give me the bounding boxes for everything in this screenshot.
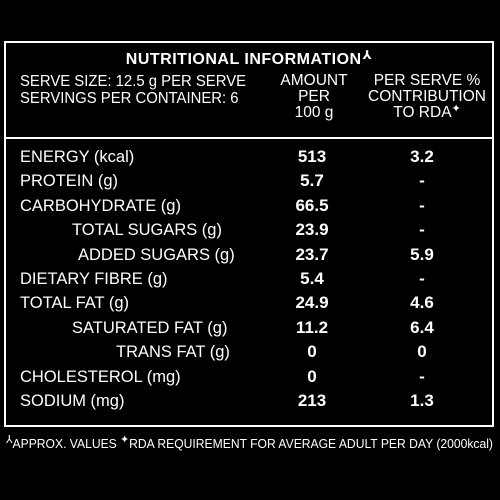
footnote: ⅄APPROX. VALUES ✦RDA REQUIREMENT FOR AVE… [6,434,493,451]
amount-column-header: AMOUNT PER 100 g [268,73,360,121]
nutrient-label: CARBOHYDRATE (g) [20,195,181,215]
nutrient-rda: 1.3 [410,390,434,410]
title-text: NUTRITIONAL INFORMATION [125,51,362,68]
nutrient-amount: 23.9 [295,220,329,240]
nutrient-row: TOTAL SUGARS (g) 23.9 - [6,220,492,244]
nutrient-rda: 3.2 [410,147,434,166]
nutrient-rda: 6.4 [410,317,434,337]
nutrient-rda: - [419,268,425,288]
nutrient-rda: - [419,220,425,240]
amount-header-line-2: PER [298,88,330,105]
nutrient-rda: 4.6 [410,293,434,313]
nutrient-amount: 0 [307,366,317,386]
nutrient-row: SATURATED FAT (g) 11.2 6.4 [6,318,492,342]
nutrient-label: CHOLESTEROL (mg) [20,366,181,386]
serve-size: SERVE SIZE: 12.5 g PER SERVE [20,73,247,90]
footnote-approx: APPROX. VALUES [12,437,117,451]
nutrient-amount: 11.2 [295,317,329,337]
nutrient-rda: - [419,171,425,191]
nutrient-label: TRANS FAT (g) [116,342,230,362]
nutrient-label: ENERGY (kcal) [20,147,135,166]
nutrient-amount: 0 [307,342,317,362]
nutrient-amount: 23.7 [295,244,329,264]
footnote-approx-mark: ⅄ [6,434,13,446]
nutrient-rda: - [419,366,425,386]
nutrient-label: TOTAL FAT (g) [20,293,130,313]
rda-column-header: PER SERVE % CONTRIBUTION TO RDA✦ [358,73,496,122]
nutrient-label: TOTAL SUGARS (g) [72,220,222,240]
nutrient-row: DIETARY FIBRE (g) 5.4 - [6,269,492,293]
nutrient-label: ADDED SUGARS (g) [78,244,235,264]
nutrient-amount: 24.9 [295,293,329,313]
nutrient-amount: 5.4 [300,268,324,288]
nutrient-amount: 213 [297,390,327,410]
serving-info: SERVE SIZE: 12.5 g PER SERVE SERVINGS PE… [20,73,246,107]
nutrient-row: ADDED SUGARS (g) 23.7 5.9 [6,245,492,269]
nutrition-panel: NUTRITIONAL INFORMATION⅄ SERVE SIZE: 12.… [4,41,494,427]
nutrient-label: SATURATED FAT (g) [72,317,228,337]
nutrient-row: TRANS FAT (g) 0 0 [6,342,492,366]
servings-per-container: SERVINGS PER CONTAINER: 6 [20,90,239,107]
nutrient-row: SODIUM (mg) 213 1.3 [6,391,492,415]
amount-header-line-3: 100 g [294,104,334,121]
header-divider [6,137,492,139]
nutrient-row: ENERGY (kcal) 513 3.2 [6,147,492,171]
nutrient-rda: 5.9 [410,244,434,264]
nutrient-label: SODIUM (mg) [20,390,125,410]
nutrient-amount: 66.5 [295,195,329,215]
nutrient-rda: 0 [417,342,427,362]
footnote-rda-mark: ✦ [120,434,130,446]
nutrient-row: CHOLESTEROL (mg) 0 - [6,367,492,391]
footnote-rda: RDA REQUIREMENT FOR AVERAGE ADULT PER DA… [129,437,493,451]
nutrient-amount: 5.7 [300,171,324,191]
nutrient-row: PROTEIN (g) 5.7 - [6,171,492,195]
rda-header-line-1: PER SERVE % [373,72,481,89]
nutrient-label: PROTEIN (g) [20,171,119,191]
amount-header-line-1: AMOUNT [280,72,348,89]
nutrient-row: TOTAL FAT (g) 24.9 4.6 [6,293,492,317]
rda-header-line-2: CONTRIBUTION [368,88,486,105]
rda-header-line-3: TO RDA [393,104,452,121]
panel-title: NUTRITIONAL INFORMATION⅄ [6,48,492,69]
nutrient-amount: 513 [297,147,327,166]
nutrient-row: CARBOHYDRATE (g) 66.5 - [6,196,492,220]
nutrient-rda: - [419,195,425,215]
nutrient-rows: ENERGY (kcal) 513 3.2 PROTEIN (g) 5.7- CARBOH… [6,147,492,415]
approx-mark: ⅄ [362,48,373,62]
nutrient-label: DIETARY FIBRE (g) [20,268,168,288]
rda-mark: ✦ [451,103,461,115]
